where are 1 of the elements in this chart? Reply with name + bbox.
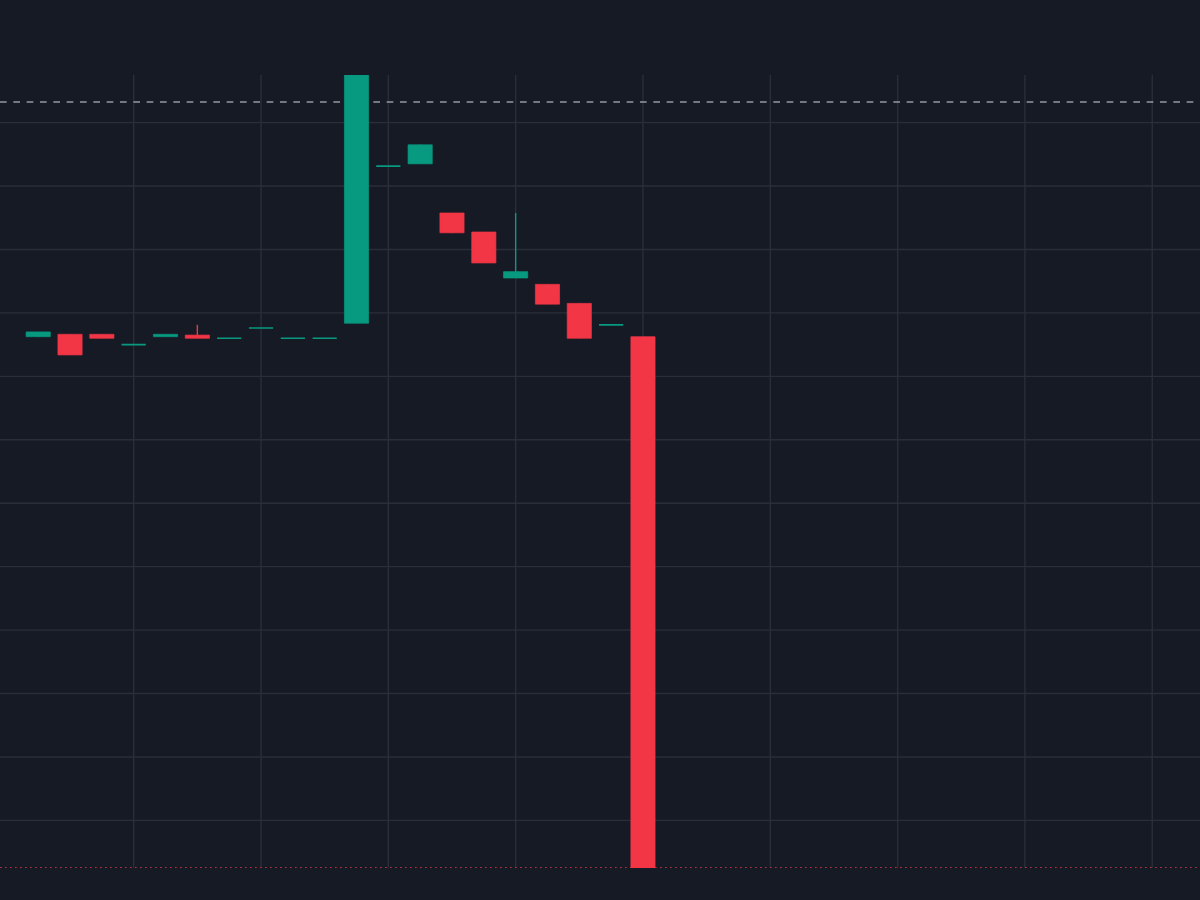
candlestick <box>503 212 529 279</box>
